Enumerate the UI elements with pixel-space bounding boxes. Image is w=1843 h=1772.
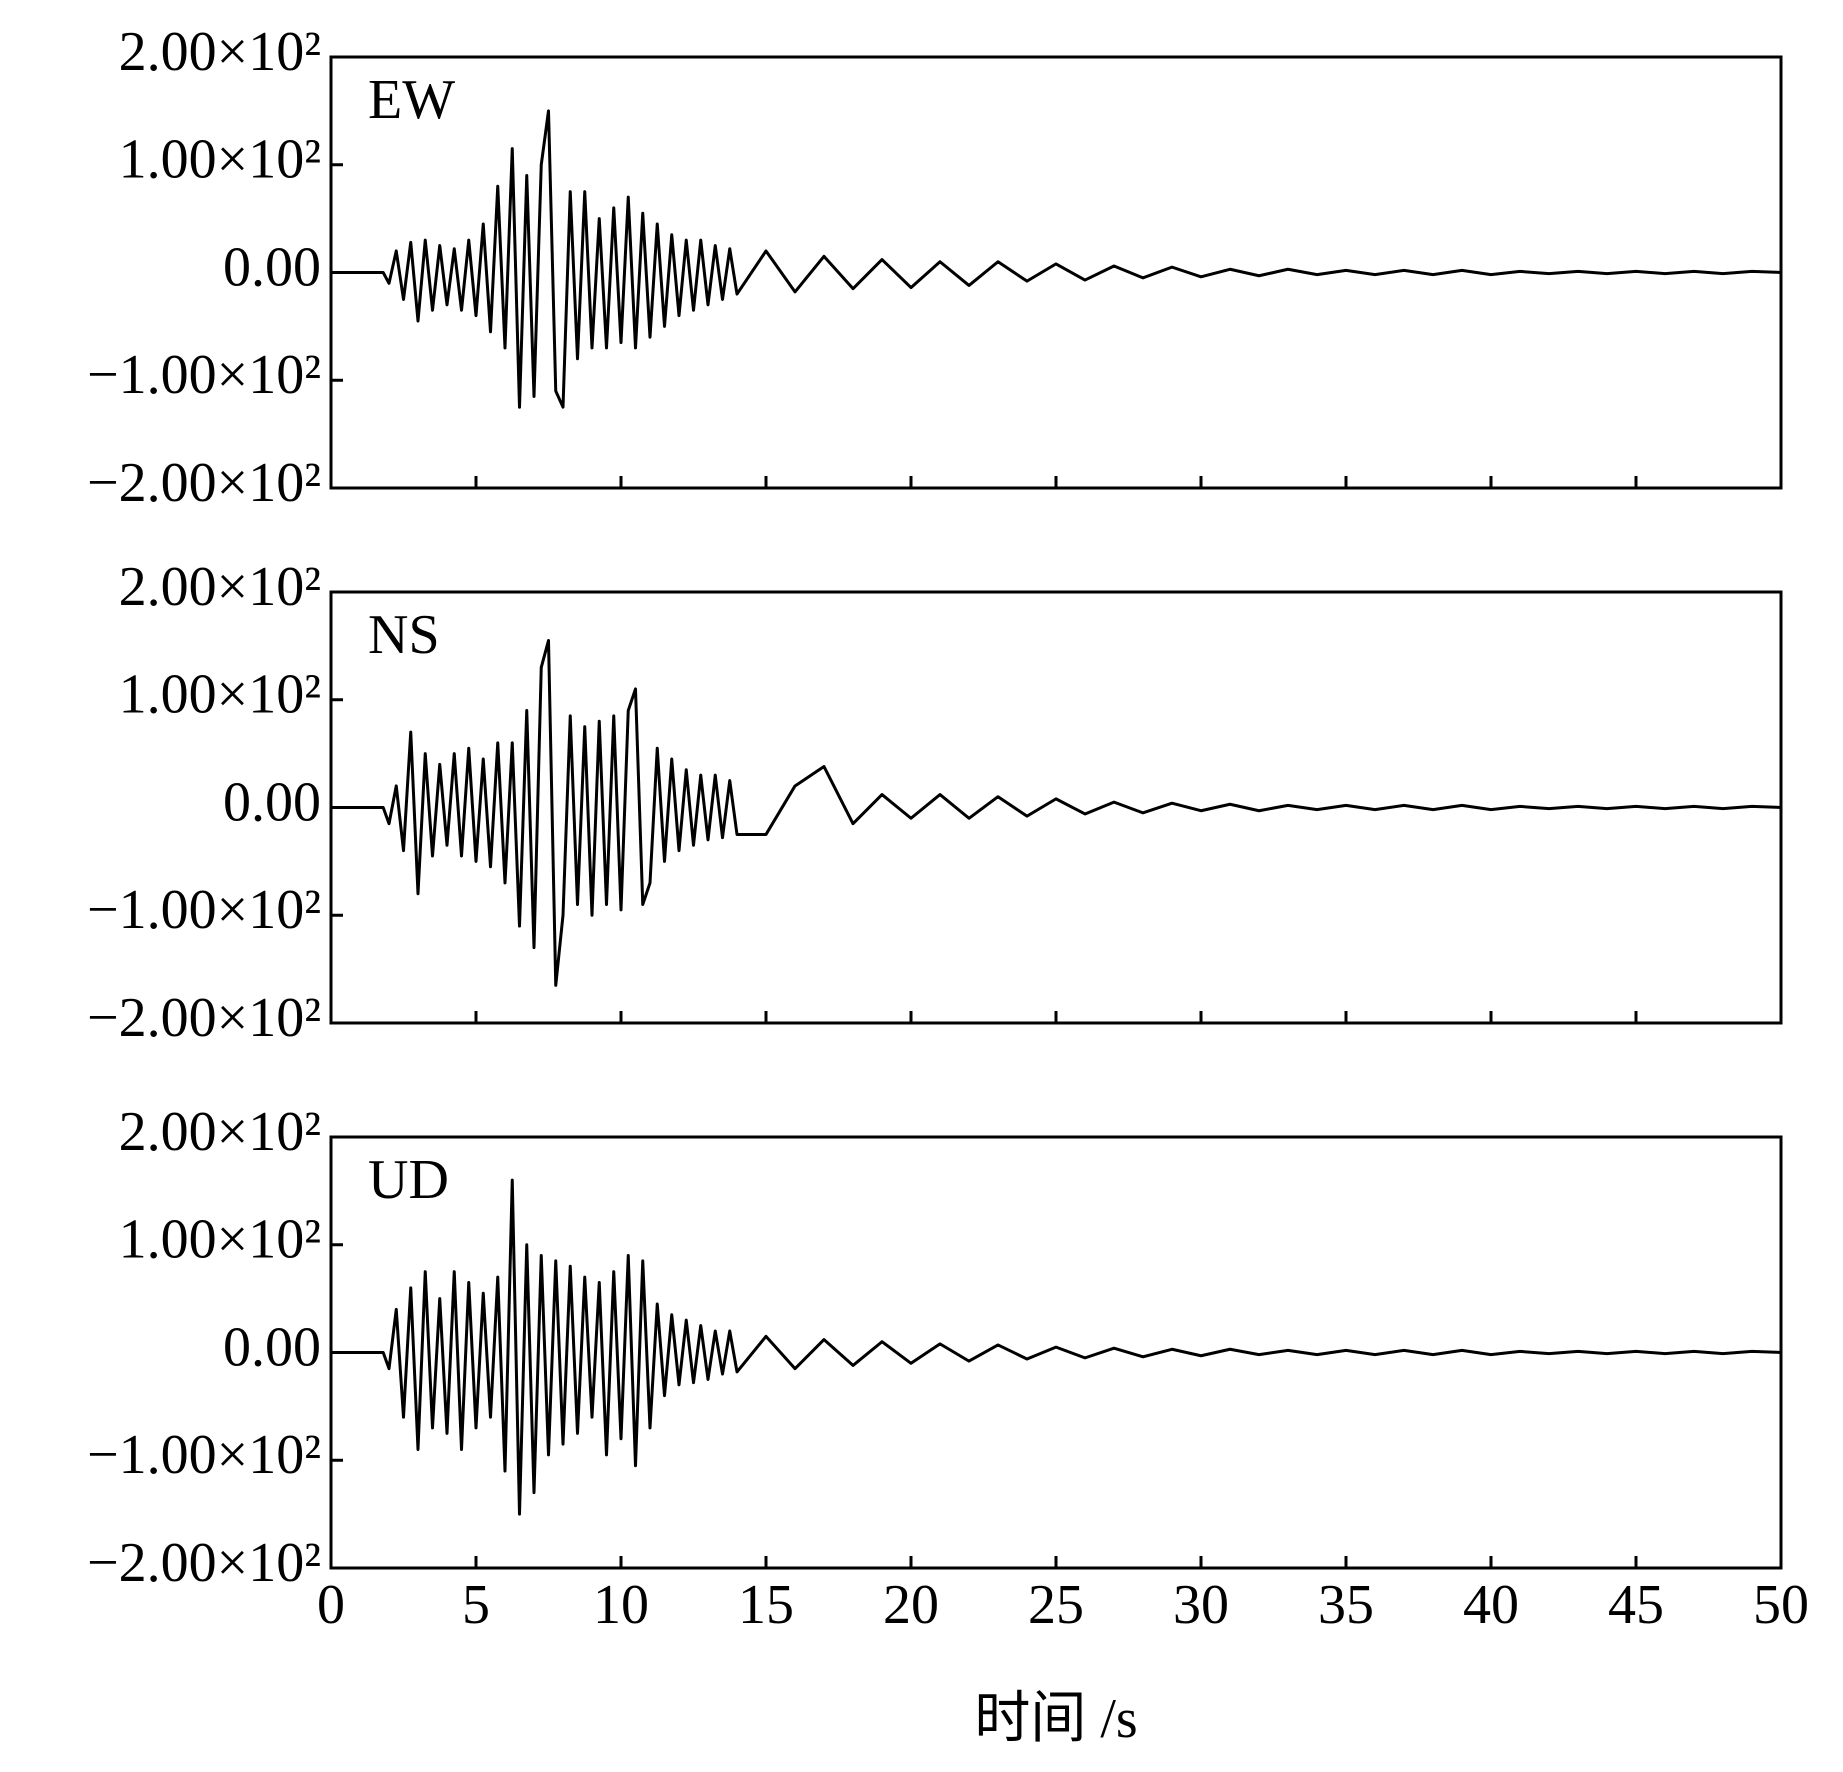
- y-tick-label: 1.00×10²: [119, 664, 321, 726]
- waveform: [331, 1178, 1782, 1516]
- panel-label: NS: [368, 604, 440, 666]
- x-tick-label: 45: [1608, 1574, 1664, 1636]
- x-tick-label: 40: [1463, 1574, 1519, 1636]
- y-tick-label: −1.00×10²: [87, 344, 321, 406]
- x-tick-label: 50: [1753, 1574, 1809, 1636]
- y-tick-label: 0.00: [223, 1316, 321, 1378]
- panel-label: EW: [368, 69, 455, 131]
- x-tick-label: 20: [883, 1574, 939, 1636]
- x-tick-label: 25: [1028, 1574, 1084, 1636]
- x-tick-label: 30: [1173, 1574, 1229, 1636]
- y-tick-label: −2.00×10²: [87, 452, 321, 514]
- y-tick-label: 2.00×10²: [119, 21, 321, 83]
- y-tick-label: −1.00×10²: [87, 1424, 321, 1486]
- x-tick-label: 35: [1318, 1574, 1374, 1636]
- y-tick-label: 1.00×10²: [119, 129, 321, 191]
- x-tick-label: 0: [317, 1574, 345, 1636]
- waveform: [331, 109, 1782, 409]
- x-axis-label: 时间 /s: [974, 1688, 1137, 1750]
- y-tick-label: 0.00: [223, 771, 321, 833]
- y-tick-label: −1.00×10²: [87, 879, 321, 941]
- x-tick-label: 15: [738, 1574, 794, 1636]
- y-tick-label: 0.00: [223, 236, 321, 298]
- y-tick-label: 1.00×10²: [119, 1209, 321, 1271]
- y-tick-label: −2.00×10²: [87, 1532, 321, 1594]
- waveform: [331, 638, 1782, 987]
- panel-label: UD: [368, 1149, 449, 1211]
- y-tick-label: 2.00×10²: [119, 1101, 321, 1163]
- x-tick-label: 5: [462, 1574, 490, 1636]
- y-tick-label: 2.00×10²: [119, 556, 321, 618]
- y-tick-label: −2.00×10²: [87, 987, 321, 1049]
- x-tick-label: 10: [593, 1574, 649, 1636]
